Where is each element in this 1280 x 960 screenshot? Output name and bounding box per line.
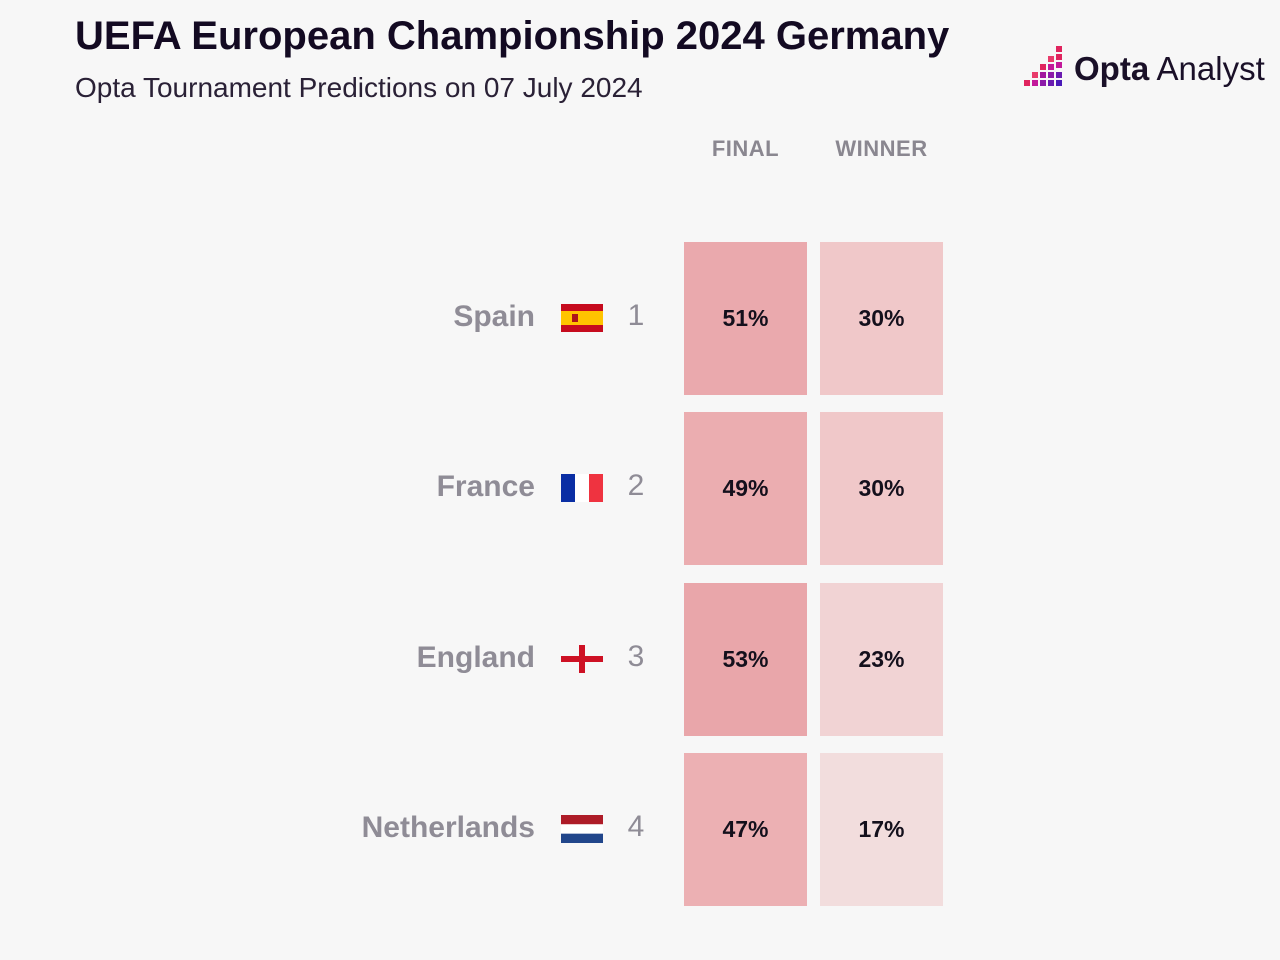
team-name: Netherlands <box>361 811 535 844</box>
winner-probability-cell: 23% <box>820 583 943 736</box>
table-row: England 3 53% 23% <box>0 583 1280 736</box>
team-name: Spain <box>453 300 535 333</box>
rank-number: 1 <box>627 299 645 332</box>
winner-probability-cell: 17% <box>820 753 943 906</box>
opta-logo-icon <box>1024 46 1062 86</box>
final-probability-cell: 49% <box>684 412 807 565</box>
logo-wordmark: Opta Analyst <box>1074 50 1265 88</box>
england-flag-icon <box>561 645 603 673</box>
winner-probability-cell: 30% <box>820 242 943 395</box>
chart-subtitle: Opta Tournament Predictions on 07 July 2… <box>75 72 643 103</box>
table-row: Spain 1 51% 30% <box>0 242 1280 395</box>
chart-title: UEFA European Championship 2024 Germany <box>75 14 950 58</box>
winner-probability-cell: 30% <box>820 412 943 565</box>
team-name: England <box>416 641 535 674</box>
logo-wordmark-bold: Opta <box>1074 50 1150 87</box>
table-row: France 2 49% 30% <box>0 412 1280 565</box>
france-flag-icon <box>561 474 603 502</box>
opta-analyst-logo: Opta Analyst <box>1022 42 1265 94</box>
rank-number: 4 <box>627 810 645 843</box>
logo-wordmark-light: Analyst <box>1149 50 1265 87</box>
column-header-final: FINAL <box>711 136 780 161</box>
team-name: France <box>436 470 535 503</box>
final-probability-cell: 47% <box>684 753 807 906</box>
rank-number: 3 <box>627 640 645 673</box>
column-header-winner: WINNER <box>835 136 928 161</box>
final-probability-cell: 53% <box>684 583 807 736</box>
rank-number: 2 <box>627 469 645 502</box>
spain-flag-icon <box>561 304 603 332</box>
netherlands-flag-icon <box>561 815 603 843</box>
table-row: Netherlands 4 47% 17% <box>0 753 1280 906</box>
final-probability-cell: 51% <box>684 242 807 395</box>
